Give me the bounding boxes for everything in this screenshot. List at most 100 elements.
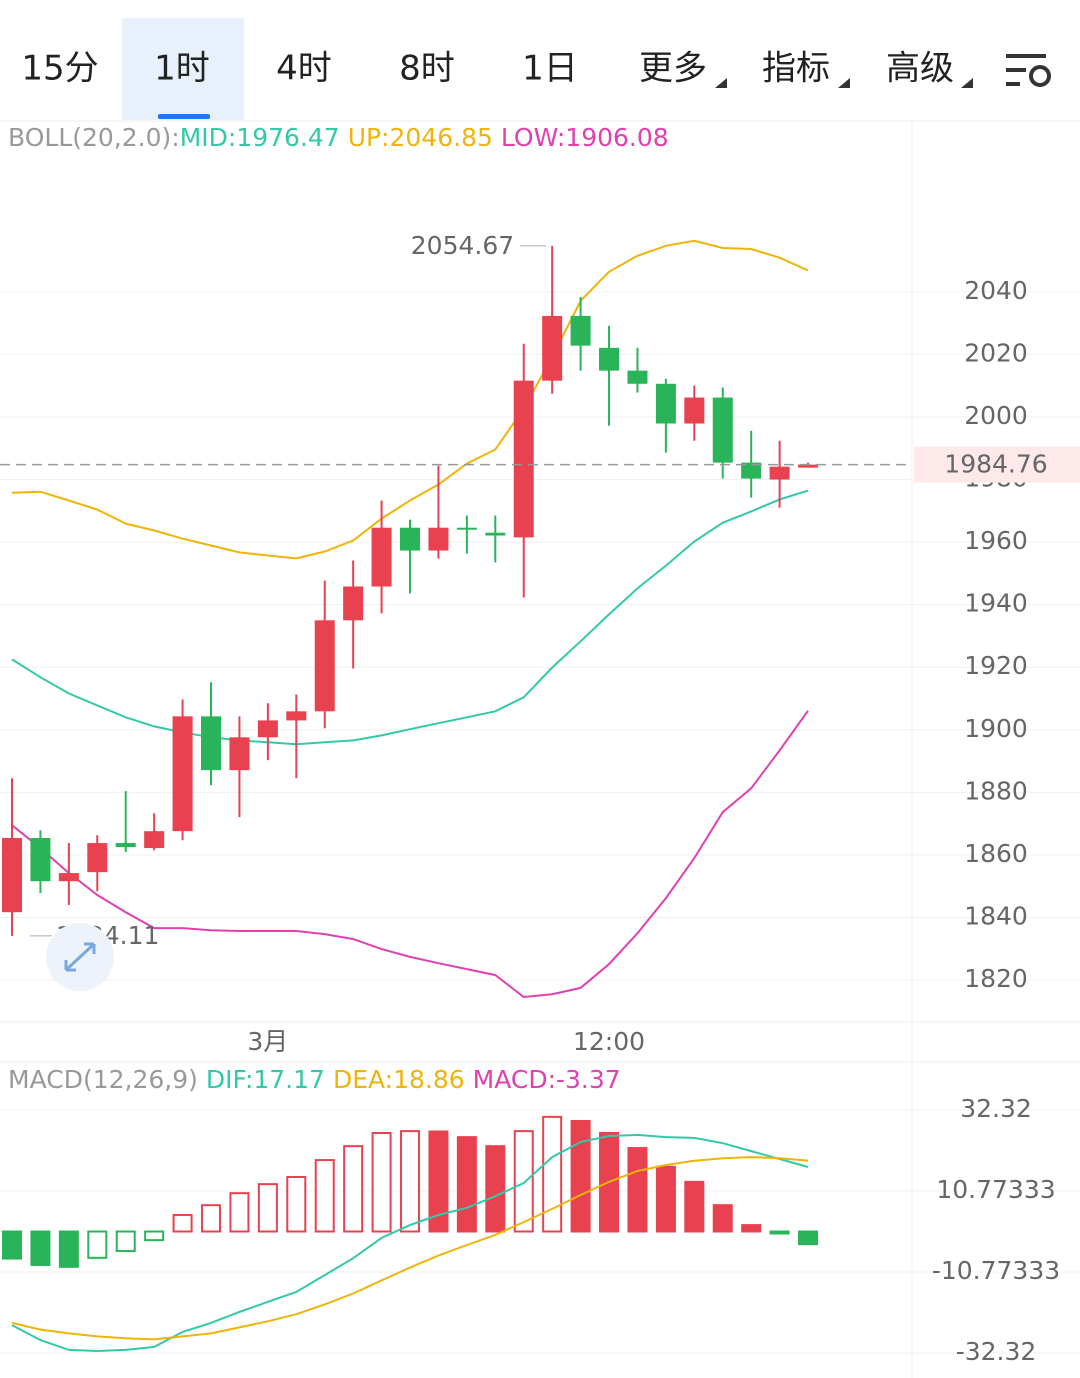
macd-bar bbox=[400, 1130, 421, 1233]
last-price-bg bbox=[914, 446, 1080, 483]
candle-body bbox=[485, 532, 506, 536]
max-label: 2054.67 bbox=[411, 231, 514, 260]
candle-body bbox=[314, 620, 335, 712]
more-caret bbox=[715, 78, 973, 88]
y-tick-label: 1940 bbox=[964, 589, 1028, 618]
macd-bar bbox=[712, 1204, 733, 1233]
macd-bar bbox=[627, 1147, 648, 1233]
candle-body bbox=[741, 462, 762, 479]
macd-bar bbox=[456, 1136, 477, 1233]
y-tick-label: 1960 bbox=[964, 526, 1028, 555]
candle-body bbox=[513, 380, 534, 538]
legend: MACD(12,26,9) DIF:17.17 DEA:18.86 MACD:-3.3… bbox=[8, 1065, 621, 1094]
macd-bar bbox=[314, 1159, 335, 1233]
tab[interactable]: 1日 bbox=[522, 49, 578, 89]
y-tick-label: 2000 bbox=[964, 401, 1028, 430]
macd-bar bbox=[798, 1230, 819, 1246]
macd-bar bbox=[144, 1230, 165, 1242]
tab[interactable]: 4时 bbox=[276, 49, 332, 89]
candle-body bbox=[599, 347, 620, 371]
x-tick-label: 3月 bbox=[247, 1027, 288, 1056]
y-tick-label: -10.77333 bbox=[932, 1256, 1060, 1285]
candle-body bbox=[655, 383, 676, 424]
macd-bar bbox=[343, 1145, 364, 1233]
legend: BOLL(20,2.0):MID:1976.47 UP:2046.85 LOW:19… bbox=[8, 123, 669, 152]
macd-chart: -32.32 -10.77333 10.77333 32.32 MACD(12,26,9… bbox=[0, 1065, 1080, 1366]
candle-body bbox=[456, 527, 477, 530]
y-tick-label: 2020 bbox=[964, 338, 1028, 367]
macd-bar bbox=[741, 1224, 762, 1233]
legend-item: LOW:1906.08 bbox=[501, 123, 669, 152]
candle-body bbox=[286, 711, 307, 721]
macd-bar bbox=[513, 1130, 534, 1233]
candle-body bbox=[769, 466, 790, 480]
macd-line bbox=[11, 1156, 809, 1341]
tab[interactable]: 高级 bbox=[886, 49, 954, 89]
macd-bar bbox=[542, 1115, 563, 1233]
last-price-label: 1984.76 bbox=[944, 450, 1047, 479]
candle-body bbox=[684, 397, 705, 424]
macd-bar bbox=[115, 1230, 136, 1253]
macd-bar bbox=[172, 1213, 193, 1233]
candle-body bbox=[400, 527, 421, 551]
macd-bar bbox=[229, 1192, 250, 1233]
legend-title: BOLL(20,2.0): bbox=[8, 123, 180, 152]
candle-body bbox=[570, 315, 591, 346]
candle-body bbox=[542, 315, 563, 381]
tab[interactable]: 8时 bbox=[399, 49, 455, 89]
candle-body bbox=[87, 843, 108, 873]
candle-body bbox=[371, 527, 392, 587]
macd-bar bbox=[684, 1180, 705, 1233]
legend-item: UP:2046.85 bbox=[348, 123, 493, 152]
macd-bar bbox=[769, 1230, 790, 1235]
y-tick-label: -32.32 bbox=[956, 1337, 1037, 1366]
boll-line bbox=[11, 710, 809, 999]
candle-body bbox=[257, 720, 278, 738]
y-tick-label: 1820 bbox=[964, 964, 1028, 993]
legend-item: DEA:18.86 bbox=[333, 1065, 465, 1094]
y-tick-label: 10.77333 bbox=[936, 1175, 1055, 1204]
y-tick-label: 1900 bbox=[964, 714, 1028, 743]
tab[interactable]: 15分 bbox=[21, 49, 98, 89]
x-tick-label: 12:00 bbox=[573, 1027, 645, 1056]
candle-body bbox=[201, 716, 222, 771]
macd-bar bbox=[570, 1119, 591, 1233]
boll-line bbox=[11, 239, 809, 560]
candle-body bbox=[428, 527, 449, 551]
macd-bar bbox=[428, 1130, 449, 1233]
candle-body bbox=[30, 838, 51, 882]
y-tick-label: 1860 bbox=[964, 839, 1028, 868]
candle-body bbox=[144, 831, 165, 849]
boll-line bbox=[11, 489, 809, 746]
macd-line bbox=[11, 1133, 809, 1353]
y-tick-label: 2040 bbox=[964, 276, 1028, 305]
macd-bar bbox=[87, 1230, 108, 1259]
active-tab-underline bbox=[158, 114, 210, 119]
macd-bar bbox=[371, 1132, 392, 1233]
candle-body bbox=[115, 843, 136, 848]
tab-bar: 15分 1时 4时 8时 1日 更多 指标 高级 bbox=[21, 49, 954, 89]
candle-body bbox=[58, 873, 79, 882]
tab[interactable]: 更多 bbox=[639, 49, 707, 89]
y-tick-label: 1920 bbox=[964, 651, 1028, 680]
legend-title: MACD(12,26,9) bbox=[8, 1065, 198, 1094]
expand-icon[interactable] bbox=[46, 923, 114, 991]
macd-bar bbox=[30, 1230, 51, 1266]
tab[interactable]: 1时 bbox=[154, 49, 210, 89]
y-tick-label: 1880 bbox=[964, 776, 1028, 805]
candle-body bbox=[627, 370, 648, 384]
candle-body bbox=[229, 737, 250, 771]
candle-body bbox=[798, 464, 819, 468]
macd-bar bbox=[201, 1204, 222, 1233]
macd-bar bbox=[58, 1230, 79, 1268]
macd-bar bbox=[655, 1165, 676, 1233]
settings-icon[interactable] bbox=[1006, 54, 1051, 87]
tab[interactable]: 指标 bbox=[762, 49, 830, 89]
active-tab-bg bbox=[122, 18, 244, 120]
legend-item: MID:1976.47 bbox=[180, 123, 340, 152]
y-tick-label: 1840 bbox=[964, 902, 1028, 931]
legend-item: DIF:17.17 bbox=[206, 1065, 325, 1094]
candle-body bbox=[343, 586, 364, 621]
y-tick-label: 32.32 bbox=[960, 1094, 1032, 1123]
